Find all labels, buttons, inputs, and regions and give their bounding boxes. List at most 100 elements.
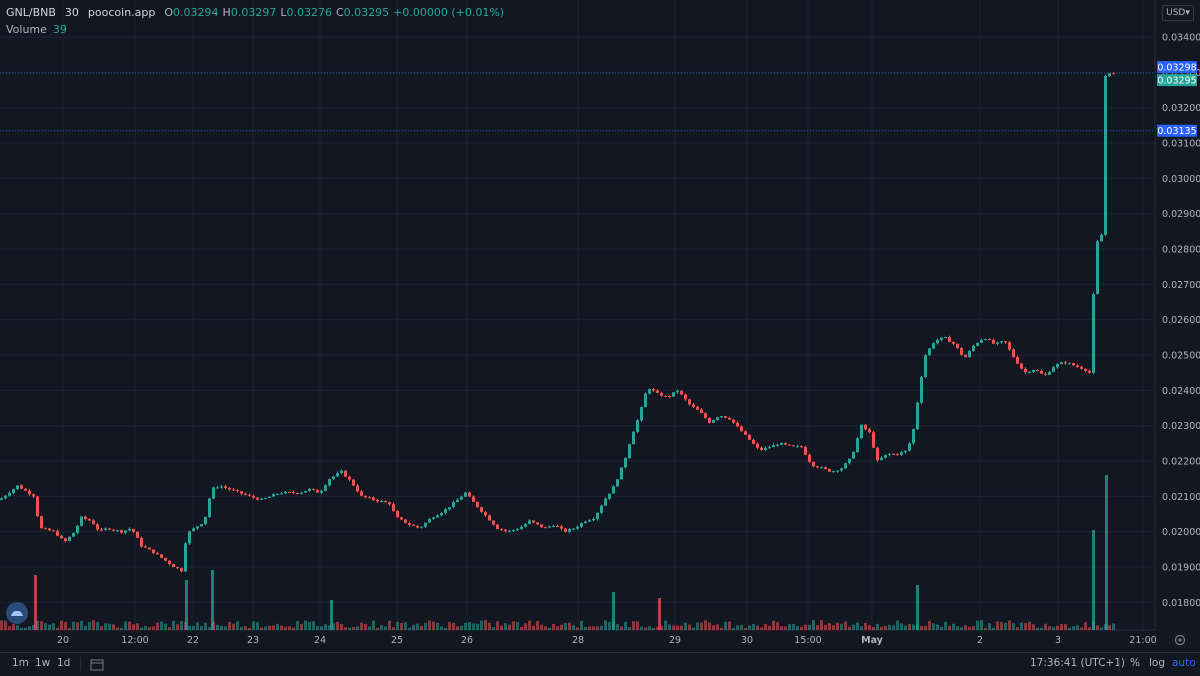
interval-1d-button[interactable]: 1d	[57, 657, 71, 669]
interval-label[interactable]: 30	[64, 6, 79, 19]
time-tick-label: May	[861, 635, 884, 646]
volume-bar	[256, 622, 259, 630]
volume-bar	[1064, 624, 1067, 630]
candle-body	[1012, 349, 1015, 358]
candle-body	[36, 496, 39, 517]
candle-body	[692, 404, 695, 407]
volume-bar	[384, 626, 387, 630]
volume-bar	[560, 624, 563, 630]
candle-body	[504, 529, 507, 532]
volume-bar	[84, 625, 87, 630]
price-marker-box	[1157, 124, 1197, 137]
volume-bar	[852, 624, 855, 630]
currency-selector[interactable]: USD▾	[1162, 5, 1194, 21]
volume-bar	[344, 627, 347, 630]
volume-bar	[424, 622, 427, 630]
price-tick-label: 0.02600	[1162, 315, 1200, 326]
volume-spike-bar	[1092, 530, 1095, 630]
candle-body	[968, 350, 971, 358]
volume-bar	[984, 627, 987, 630]
interval-1m-button[interactable]: 1m	[12, 657, 29, 669]
candle-body	[644, 393, 647, 408]
volume-bar	[220, 625, 223, 630]
candle-body	[676, 390, 679, 393]
candle-body	[408, 522, 411, 525]
volume-bar	[364, 623, 367, 630]
log-scale-button[interactable]: log	[1149, 657, 1166, 669]
candle-body	[916, 402, 919, 430]
volume-bar	[264, 626, 267, 630]
candle-body	[300, 492, 303, 494]
volume-bar	[284, 626, 287, 630]
candle-body	[444, 509, 447, 513]
candle-body	[376, 499, 379, 502]
volume-bar	[208, 627, 211, 630]
volume-bar	[456, 626, 459, 630]
volume-bar	[516, 621, 519, 630]
volume-bar	[120, 627, 123, 630]
candle-body	[848, 458, 851, 464]
volume-bar	[768, 625, 771, 630]
candle-body	[1024, 368, 1027, 373]
volume-bar	[524, 623, 527, 630]
volume-bar	[436, 622, 439, 630]
volume-bar	[244, 626, 247, 630]
volume-bar	[928, 620, 931, 630]
close-key: C	[335, 6, 344, 19]
candle-body	[464, 492, 467, 497]
volume-bar	[668, 624, 671, 630]
candle-body	[164, 557, 167, 561]
volume-bar	[684, 622, 687, 630]
percent-scale-button[interactable]: %	[1130, 657, 1140, 669]
volume-bar	[1036, 627, 1039, 630]
volume-bar	[0, 620, 3, 630]
candle-body	[776, 444, 779, 446]
candle-body	[700, 409, 703, 414]
candle-body	[516, 529, 519, 531]
volume-bar	[12, 623, 15, 630]
candle-body	[980, 340, 983, 343]
gear-icon[interactable]	[1173, 632, 1187, 651]
clock-readout[interactable]: 17:36:41 (UTC+1)	[1030, 657, 1125, 669]
candle-body	[528, 520, 531, 524]
price-chart[interactable]: 0.03400 0.03300 0.03200 0.03100 0.03000 0.029…	[0, 0, 1200, 652]
candle-body	[76, 525, 79, 533]
volume-bar	[676, 625, 679, 630]
candle-body	[328, 479, 331, 486]
candle-body	[336, 473, 339, 477]
time-tick-label: 25	[391, 635, 403, 646]
volume-bar	[492, 627, 495, 630]
volume-bar	[488, 622, 491, 630]
symbol-label[interactable]: GNL/BNB	[6, 6, 56, 19]
volume-bar	[712, 625, 715, 630]
poocoin-logo-icon[interactable]	[6, 602, 28, 624]
price-tick-label: 0.03300	[1162, 68, 1200, 79]
candle-body	[304, 491, 307, 493]
calendar-icon[interactable]	[90, 656, 104, 675]
candle-body	[324, 485, 327, 491]
candle-body	[852, 452, 855, 459]
time-tick-label: 26	[461, 635, 473, 646]
candle-body	[0, 498, 3, 500]
volume-bar	[140, 627, 143, 630]
volume-bar	[428, 620, 431, 630]
volume-spike-bar	[1105, 475, 1108, 630]
interval-1w-button[interactable]: 1w	[35, 657, 51, 669]
volume-bar	[732, 627, 735, 630]
volume-bar	[932, 623, 935, 630]
volume-bar	[700, 622, 703, 630]
volume-bar	[912, 624, 915, 630]
candle-body	[796, 446, 799, 448]
volume-bar	[608, 622, 611, 630]
candle-body	[380, 501, 383, 503]
toolbar-divider-right	[1119, 657, 1120, 671]
volume-bar	[236, 621, 239, 630]
candle-body	[540, 524, 543, 528]
candle-body	[820, 467, 823, 469]
candle-body	[1096, 241, 1099, 295]
candle-body	[452, 502, 455, 508]
volume-bar	[348, 627, 351, 630]
candle-body	[640, 407, 643, 421]
auto-scale-button[interactable]: auto	[1172, 657, 1196, 669]
